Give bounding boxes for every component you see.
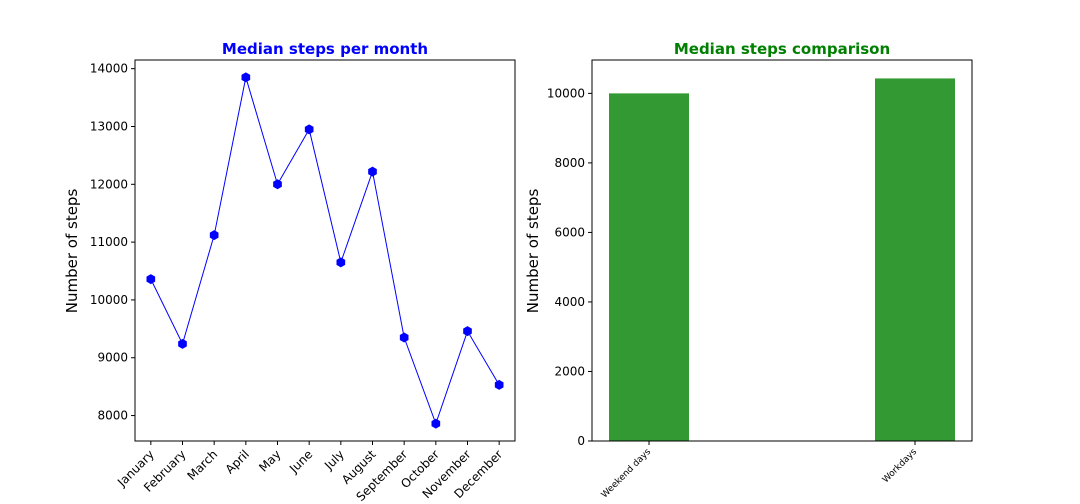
y-tick-label: 8000: [554, 156, 585, 170]
data-point-marker: [494, 379, 504, 390]
x-tick-label: Workdays: [881, 447, 919, 485]
data-point-marker: [273, 179, 282, 190]
y-tick-label: 14000: [90, 62, 128, 76]
bar-chart-frame: [591, 59, 973, 442]
data-point-marker: [178, 338, 187, 349]
bar: [875, 78, 955, 442]
y-tick-label: 12000: [90, 177, 128, 191]
data-point-marker: [146, 274, 156, 285]
line-chart-y-axis-label: Number of steps: [63, 189, 81, 314]
y-tick-label: 10000: [547, 86, 585, 100]
x-tick-label: July: [321, 447, 347, 473]
bar-chart: Median steps comparison Number of steps …: [524, 40, 973, 501]
data-point-marker: [209, 230, 219, 241]
y-tick-label: 11000: [90, 235, 128, 249]
y-tick-label: 8000: [97, 409, 128, 423]
bar-chart-title: Median steps comparison: [674, 40, 890, 58]
y-tick-label: 4000: [554, 295, 585, 309]
y-tick-label: 6000: [554, 225, 585, 239]
x-tick-label: June: [286, 447, 315, 476]
data-point-marker: [399, 332, 409, 343]
bar-chart-x-ticks: Weekend days Workdays: [600, 441, 919, 501]
data-point-marker: [431, 418, 441, 429]
bar-chart-y-axis-label: Number of steps: [524, 189, 542, 314]
y-tick-label: 10000: [90, 293, 128, 307]
data-point-marker: [463, 326, 472, 337]
data-point-marker: [241, 72, 251, 83]
y-tick-label: 9000: [97, 351, 128, 365]
line-chart-plot-area: [134, 59, 516, 442]
data-point-marker: [368, 166, 377, 177]
y-tick-label: 0: [577, 434, 585, 448]
line-chart-frame: [134, 59, 516, 442]
y-tick-label: 2000: [554, 364, 585, 378]
bar-chart-plot-area: [591, 59, 973, 442]
x-tick-label: March: [185, 447, 221, 483]
y-tick-label: 13000: [90, 119, 128, 133]
bar-chart-y-ticks: 0 2000 4000 6000 8000 10000: [547, 86, 592, 448]
x-tick-label: May: [256, 447, 283, 474]
x-tick-label: April: [223, 447, 252, 476]
data-point-marker: [336, 257, 346, 268]
bar: [609, 93, 689, 442]
x-tick-label: Weekend days: [600, 447, 654, 501]
line-chart: Median steps per month Number of steps 8…: [63, 40, 516, 504]
line-chart-y-ticks: 8000 9000 10000 11000 12000 13000 14000: [90, 62, 135, 423]
data-point-marker: [304, 124, 314, 135]
line-series: [150, 77, 500, 426]
line-chart-title: Median steps per month: [222, 40, 428, 58]
